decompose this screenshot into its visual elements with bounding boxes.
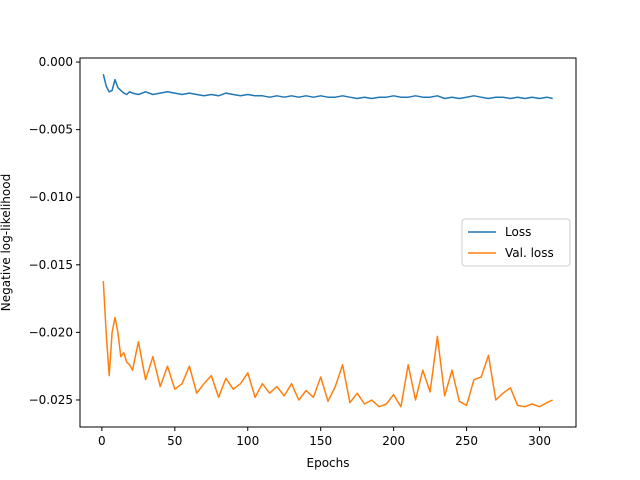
y-tick-label: 0.000 [39, 55, 73, 69]
x-tick-label: 0 [98, 434, 106, 448]
y-axis-label: Negative log-likelihood [0, 174, 13, 311]
series-line-loss [102, 74, 553, 100]
series-layer [102, 74, 554, 408]
y-axis: 0.000 −0.005 −0.010 −0.015 −0.020 −0.025 [29, 55, 80, 407]
y-tick-label: −0.005 [29, 123, 73, 137]
y-tick-label: −0.025 [29, 393, 73, 407]
x-tick-label: 150 [309, 434, 332, 448]
x-tick-label: 300 [528, 434, 551, 448]
x-tick-label: 100 [236, 434, 259, 448]
y-tick-label: −0.015 [29, 258, 73, 272]
x-tick-label: 50 [167, 434, 182, 448]
series-line-val-loss [102, 280, 554, 408]
x-axis: 0 50 100 150 200 250 300 [98, 427, 551, 448]
legend-label: Val. loss [505, 246, 554, 260]
x-tick-label: 250 [455, 434, 478, 448]
x-axis-label: Epochs [307, 456, 350, 470]
y-tick-label: −0.010 [29, 190, 73, 204]
legend: Loss Val. loss [461, 218, 571, 267]
legend-label: Loss [505, 225, 531, 239]
y-tick-label: −0.020 [29, 325, 73, 339]
axes-frame [79, 57, 577, 428]
x-tick-label: 200 [382, 434, 405, 448]
legend-box [461, 218, 571, 267]
